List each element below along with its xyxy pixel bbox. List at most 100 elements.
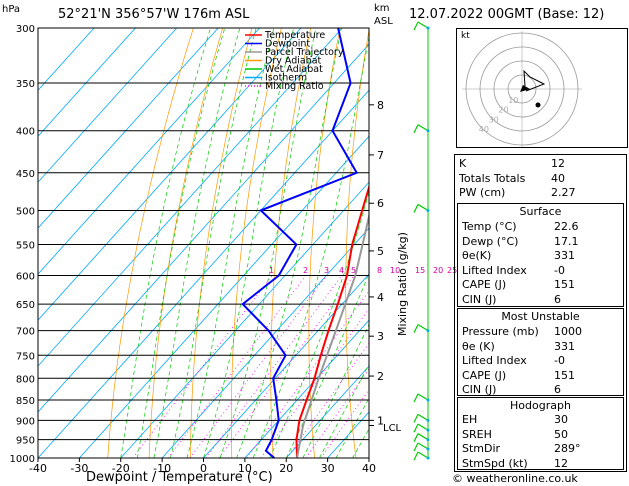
index-value: 2.27	[551, 186, 576, 199]
wind-barb-flag	[413, 433, 419, 442]
plot-frame	[37, 27, 370, 459]
index-value: 331	[554, 339, 575, 353]
index-value: 30	[554, 413, 568, 426]
datetime-title: 12.07.2022 00GMT (Base: 12)	[409, 7, 605, 22]
trace-dewpoint	[241, 28, 359, 458]
hpa-label: hPa	[2, 4, 21, 15]
hodograph-trace	[523, 69, 546, 92]
wind-dot	[426, 456, 430, 460]
mixing-ratio-label: 2	[303, 266, 309, 275]
wind-dot	[426, 329, 430, 333]
y-tick-label: 350	[16, 79, 35, 90]
index-label: Totals Totals	[459, 171, 526, 185]
legend-item-temperature: Temperature	[264, 30, 325, 41]
wind-barb-flag	[413, 414, 419, 423]
index-value: 6	[554, 383, 561, 396]
surface-box: Surface Temp (°C) 22.6 Dewp (°C) 17.1 θe(K) 3…	[457, 203, 624, 307]
isotherm-line	[38, 28, 302, 321]
x-tick-label: 0	[200, 462, 207, 475]
hodograph-ring-label: 20	[498, 106, 508, 115]
index-label: CIN (J)	[462, 383, 497, 396]
index-label: Temp (°C)	[462, 220, 517, 233]
wind-barb	[417, 451, 429, 459]
index-value: 22.6	[554, 220, 579, 233]
legend-item-dewpoint: Dewpoint	[265, 39, 310, 50]
wind-barb	[417, 423, 429, 431]
x-tick-label: -40	[29, 462, 47, 475]
wet-adiabat-line	[170, 28, 257, 458]
wind-barb	[417, 124, 429, 132]
index-value: -0	[554, 354, 565, 367]
isotherm-line	[38, 43, 369, 413]
km-tick-label: 2	[377, 370, 384, 383]
y-tick-label: 700	[16, 327, 35, 338]
wind-dot	[426, 447, 430, 451]
index-label: Lifted Index	[462, 354, 527, 367]
hodograph-indices-title: Hodograph	[510, 399, 571, 412]
index-label: θe(K)	[462, 249, 492, 262]
index-label: EH	[462, 413, 478, 426]
wet-adiabat-line	[269, 190, 369, 458]
isotherm-line	[161, 227, 369, 458]
x-tick-label: 40	[362, 462, 376, 475]
location-title: 52°21'N 356°57'W 176m ASL	[58, 7, 250, 22]
index-value: 1000	[554, 325, 582, 338]
index-value: 289°	[554, 442, 581, 455]
index-value: 12	[554, 456, 568, 470]
dry-adiabat-line	[416, 16, 439, 458]
index-value: 151	[554, 278, 575, 291]
km-tick-label: 1	[377, 414, 384, 427]
y-tick-label: 500	[16, 206, 35, 217]
index-label: Lifted Index	[462, 263, 527, 277]
mixing-ratio-label: 8	[377, 266, 383, 275]
isotherm-line	[285, 365, 369, 458]
indices-table: K 12 Totals Totals 40 PW (cm) 2.27 Surface Te…	[454, 154, 627, 472]
hodograph-panel: kt 10 20 30 40	[456, 28, 628, 148]
wind-barb	[417, 324, 429, 332]
isotherm-line	[244, 319, 369, 458]
wind-dot	[426, 26, 430, 30]
wind-barb-flag	[413, 393, 419, 403]
y-tick-label: 750	[16, 351, 35, 362]
index-value: 151	[554, 368, 575, 382]
km-tick-label: 4	[377, 291, 384, 304]
surface-title: Surface	[519, 205, 562, 218]
wind-barb-flag	[413, 451, 419, 461]
index-value: 6	[554, 292, 561, 306]
index-label: Pressure (mb)	[462, 325, 539, 338]
index-label: SREH	[462, 427, 492, 441]
wet-adiabat-line	[335, 397, 369, 458]
y-tick-label: 300	[16, 24, 35, 35]
mixing-ratio-line	[205, 275, 343, 458]
hodograph-ring-label: 30	[489, 115, 499, 124]
hodograph-indices-box: Hodograph EH 30 SREH 50 StmDir 289° StmSpd (kt…	[457, 397, 624, 470]
index-value: 12	[551, 157, 565, 170]
mixing-ratio-line	[246, 290, 369, 458]
km-tick-label: 8	[377, 99, 384, 112]
wet-adiabat-line	[236, 28, 342, 458]
wind-barb-flag	[413, 324, 419, 333]
y-tick-label: 600	[16, 272, 35, 283]
lcl-label: LCL	[383, 423, 402, 434]
wet-adiabat-line	[319, 363, 369, 458]
mixing-ratio-label: 5	[351, 266, 357, 275]
wind-dot	[426, 438, 430, 442]
legend-item-isotherm: Isotherm	[265, 73, 307, 84]
trace-temperature	[295, 183, 369, 458]
mixing-ratio-label: 3	[324, 266, 330, 275]
legend-item-dry-adiabat: Dry Adiabat	[265, 56, 322, 67]
index-value: 17.1	[554, 234, 579, 248]
mixing-ratio-line	[218, 275, 355, 458]
x-tick-label: 30	[321, 462, 335, 475]
isotherm-line	[38, 28, 136, 137]
y-tick-label: 800	[16, 374, 35, 385]
wind-barb-flag	[413, 21, 419, 31]
dry-adiabat-line	[270, 28, 312, 458]
y-tick-label: 450	[16, 169, 35, 180]
legend-item-mixing-ratio: Mixing Ratio	[265, 81, 324, 92]
wind-barb	[417, 442, 429, 450]
x-tick-label: -30	[70, 462, 88, 475]
right-axis-label: Mixing Ratio (g/kg)	[396, 232, 409, 336]
